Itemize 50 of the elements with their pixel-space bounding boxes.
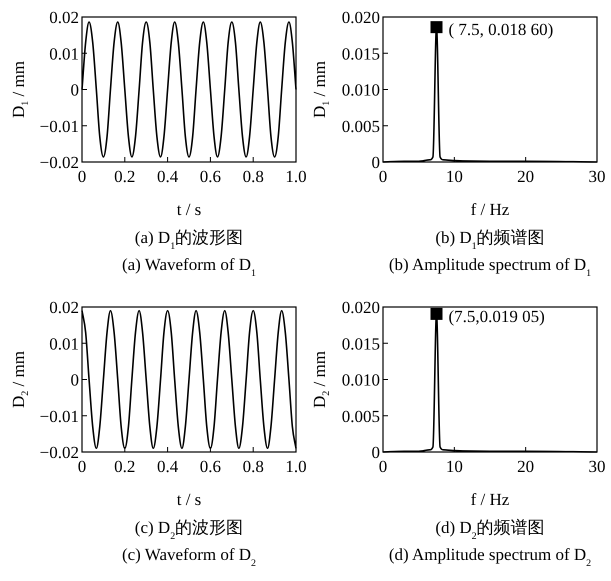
x-axis-title: f / Hz (470, 200, 510, 219)
text: (a) Waveform of D$_{1}$ (122, 255, 256, 278)
x-tick-label: 0.8 (242, 457, 264, 476)
y-tick-label: 0.02 (49, 298, 79, 317)
x-tick-label: 0.6 (200, 457, 222, 476)
y-tick-label: −0.02 (40, 153, 79, 172)
x-tick-label: 0.4 (156, 457, 179, 476)
y-tick-label: 0.020 (342, 298, 380, 317)
x-tick-label: 0.2 (114, 457, 136, 476)
x-axis-title: f / Hz (470, 490, 510, 509)
x-tick-label: 1.0 (285, 167, 307, 186)
y-tick-label: 0.005 (342, 406, 380, 426)
y-tick-label: 0.01 (49, 334, 79, 354)
y-tick-label: 0.010 (342, 370, 380, 390)
text: (d) Amplitude spectrum of D$_{2}$ (388, 545, 592, 568)
y-tick-label: 0 (70, 80, 79, 100)
x-axis-title: t / s (176, 200, 202, 219)
x-tick-label: 0.6 (200, 167, 222, 186)
x-tick-label: 10 (446, 457, 463, 476)
y-tick-label: 0.02 (49, 8, 79, 27)
y-tick-label: −0.02 (40, 443, 79, 462)
x-axis-title: t / s (176, 490, 202, 509)
text: (c) Waveform of D$_{2}$ (122, 545, 256, 568)
y-tick-label: 0.01 (49, 44, 79, 64)
y-tick-label: 0.010 (342, 80, 380, 100)
y-tick-label: 0.020 (342, 8, 380, 27)
x-tick-label: 1.0 (285, 457, 307, 476)
y-tick-label: 0.005 (342, 116, 380, 136)
x-tick-label: 20 (517, 457, 534, 476)
y-tick-label: 0.015 (342, 334, 380, 354)
y-tick-label: 0 (372, 153, 380, 172)
x-tick-label: 20 (517, 167, 534, 186)
x-tick-label: 10 (446, 167, 463, 186)
text: (b) Amplitude spectrum of D$_{1}$ (388, 255, 592, 278)
text: (d) D$_{2}$的频谱图 (435, 518, 545, 542)
x-tick-label: 0.2 (114, 167, 136, 186)
x-tick-label: 0.4 (156, 167, 179, 186)
x-tick-label: 30 (588, 457, 606, 476)
y-tick-label: 0.015 (342, 44, 380, 64)
y-tick-label: −0.01 (40, 406, 79, 426)
text: (a) D$_{1}$的波形图 (134, 228, 244, 252)
y-tick-label: 0 (372, 443, 380, 462)
text: (c) D$_{2}$的波形图 (134, 518, 244, 542)
annotation: ( 7.5, 0.018 60) (448, 20, 554, 40)
annotation: (7.5,0.019 05) (448, 306, 545, 326)
y-tick-label: 0 (70, 370, 79, 390)
x-tick-label: 30 (588, 167, 606, 186)
text: (b) D$_{1}$的频谱图 (435, 228, 545, 252)
y-tick-label: −0.01 (40, 116, 79, 136)
x-tick-label: 0.8 (242, 167, 264, 186)
